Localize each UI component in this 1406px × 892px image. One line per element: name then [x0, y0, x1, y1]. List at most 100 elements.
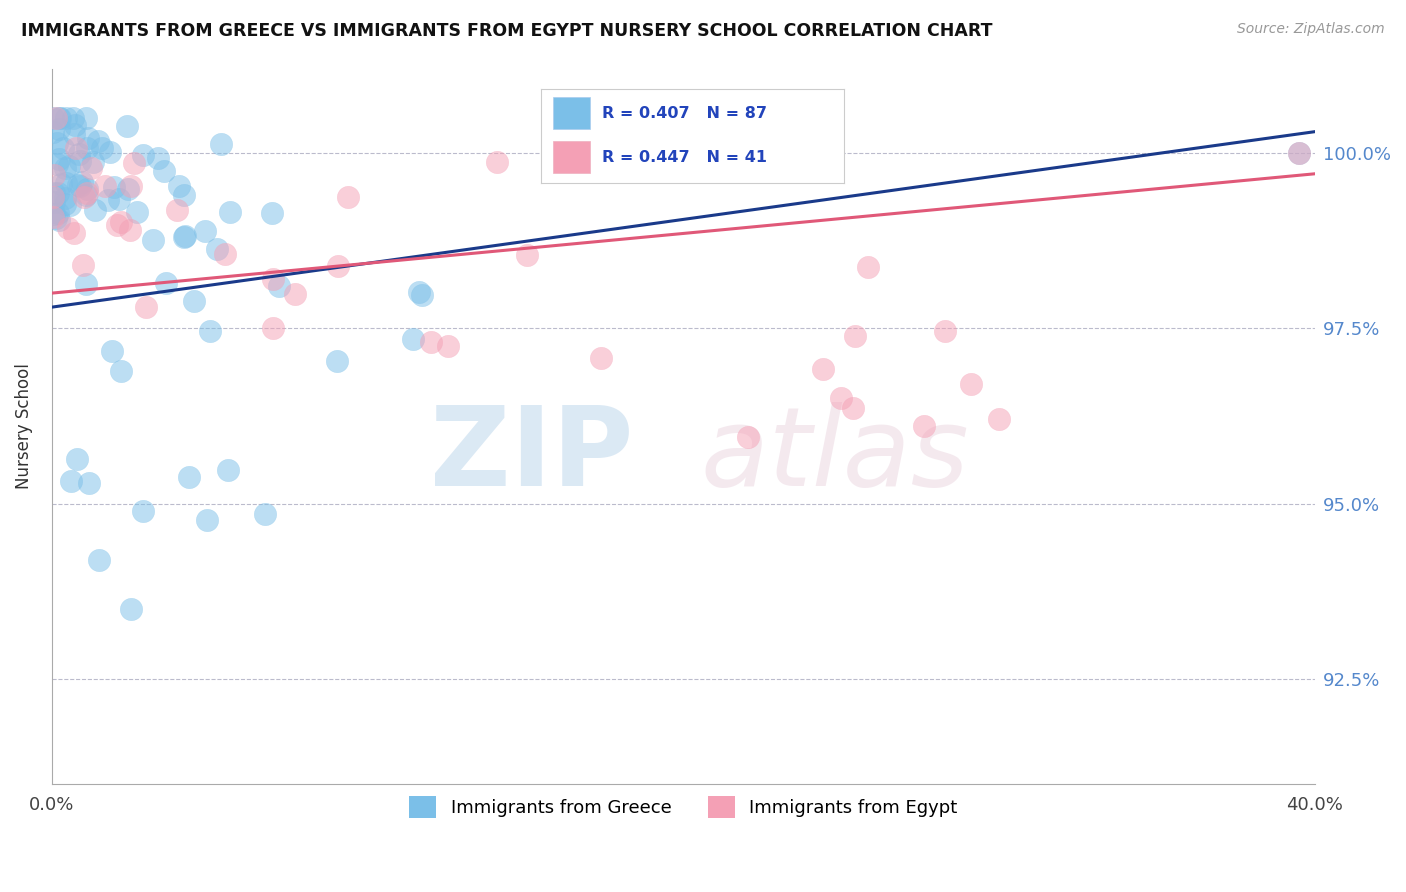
Point: [93, 179, 115, 194]
Text: IMMIGRANTS FROM GREECE VS IMMIGRANTS FROM EGYPT NURSERY SCHOOL CORRELATION CHART: IMMIGRANTS FROM GREECE VS IMMIGRANTS FRO…: [21, 22, 993, 40]
Point: [411, 288, 433, 302]
Point: [124, 156, 146, 170]
Legend: Immigrants from Greece, Immigrants from Egypt: Immigrants from Greece, Immigrants from …: [402, 789, 965, 825]
Point: [214, 247, 236, 261]
Point: [45, 111, 67, 125]
Point: [960, 376, 983, 391]
Point: [87, 553, 110, 567]
Point: [90, 141, 112, 155]
Point: [48, 213, 70, 227]
Point: [87, 134, 110, 148]
Point: [205, 242, 228, 256]
Point: [120, 602, 142, 616]
Text: R = 0.447   N = 41: R = 0.447 N = 41: [602, 150, 766, 165]
Point: [155, 276, 177, 290]
Point: [62, 111, 84, 125]
Point: [63, 226, 86, 240]
Point: [46, 136, 69, 151]
Point: [62, 127, 84, 141]
Point: [42, 125, 65, 139]
Point: [194, 224, 217, 238]
Y-axis label: Nursery School: Nursery School: [15, 364, 32, 490]
Point: [284, 286, 307, 301]
Point: [46, 206, 69, 220]
Point: [65, 141, 87, 155]
Point: [218, 205, 240, 219]
Point: [66, 178, 89, 193]
Point: [105, 218, 128, 232]
Point: [125, 205, 148, 219]
Point: [75, 277, 97, 291]
Point: [267, 279, 290, 293]
Point: [110, 214, 132, 228]
Point: [55, 111, 77, 125]
Point: [55, 161, 77, 175]
Point: [58, 220, 80, 235]
Point: [198, 324, 221, 338]
Point: [48, 153, 70, 167]
Point: [69, 178, 91, 193]
Point: [46, 186, 69, 201]
Point: [120, 179, 142, 194]
Point: [48, 121, 70, 136]
Point: [1288, 145, 1310, 160]
Point: [211, 137, 233, 152]
Point: [737, 430, 759, 444]
Point: [166, 202, 188, 217]
Point: [58, 198, 80, 212]
Point: [173, 187, 195, 202]
Text: R = 0.407   N = 87: R = 0.407 N = 87: [602, 106, 766, 121]
Point: [48, 111, 70, 125]
Point: [260, 206, 283, 220]
Point: [115, 119, 138, 133]
Point: [53, 191, 76, 205]
Point: [75, 187, 97, 202]
Point: [44, 207, 66, 221]
Point: [811, 362, 834, 376]
Point: [60, 474, 83, 488]
Point: [42, 169, 65, 183]
Point: [76, 140, 98, 154]
Point: [173, 230, 195, 244]
Point: [1288, 145, 1310, 160]
Point: [69, 153, 91, 168]
Point: [49, 177, 72, 191]
Point: [183, 294, 205, 309]
Point: [53, 196, 76, 211]
Point: [486, 155, 509, 169]
Point: [80, 161, 103, 175]
Point: [84, 203, 107, 218]
Point: [254, 508, 277, 522]
Point: [82, 155, 104, 169]
Point: [912, 419, 935, 434]
Point: [197, 513, 219, 527]
Point: [52, 141, 75, 155]
Point: [75, 111, 97, 125]
Point: [169, 178, 191, 193]
Point: [856, 260, 879, 274]
Point: [55, 176, 77, 190]
Point: [437, 339, 460, 353]
Point: [117, 182, 139, 196]
Point: [328, 259, 350, 273]
Point: [103, 179, 125, 194]
Point: [58, 159, 80, 173]
Point: [174, 229, 197, 244]
Point: [42, 190, 65, 204]
Point: [419, 335, 441, 350]
Point: [142, 233, 165, 247]
Point: [326, 354, 349, 368]
Point: [844, 328, 866, 343]
Text: Source: ZipAtlas.com: Source: ZipAtlas.com: [1237, 22, 1385, 37]
Point: [262, 272, 284, 286]
Point: [217, 463, 239, 477]
Point: [177, 470, 200, 484]
Text: ZIP: ZIP: [430, 401, 633, 508]
Point: [63, 118, 86, 132]
Point: [408, 285, 430, 300]
Point: [337, 190, 360, 204]
Point: [401, 332, 423, 346]
Point: [49, 111, 72, 125]
Point: [73, 190, 96, 204]
Point: [72, 259, 94, 273]
